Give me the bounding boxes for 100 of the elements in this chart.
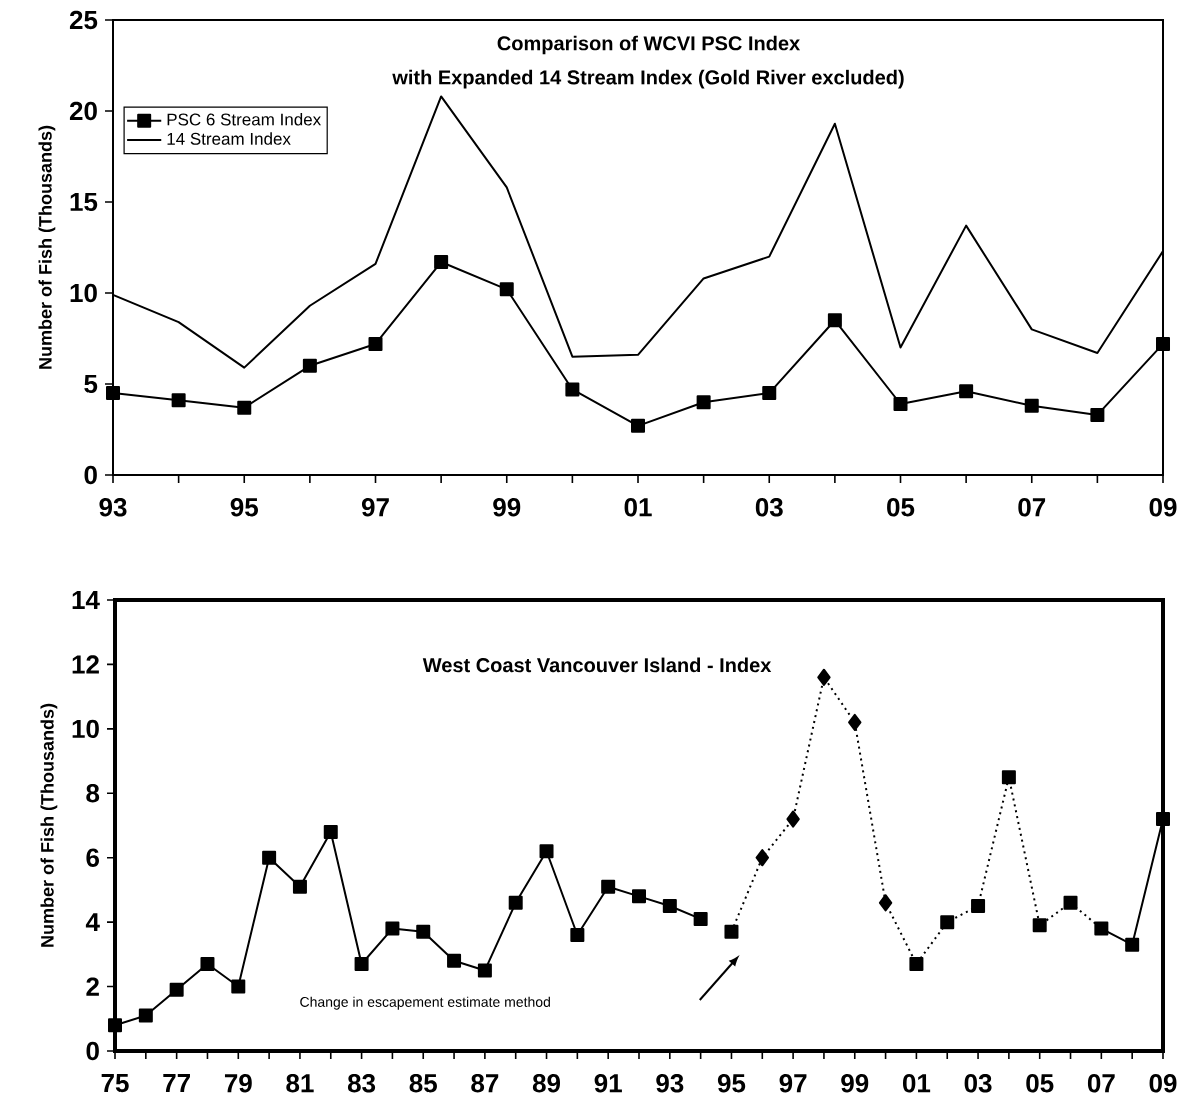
text: with Expanded 14 Stream Index (Gold River excluded) [392, 69, 904, 89]
point [848, 713, 862, 731]
point [323, 824, 338, 839]
point [447, 953, 462, 968]
x-tick-label: 93 [656, 1074, 684, 1093]
point [632, 889, 646, 904]
point [662, 899, 677, 914]
point [1156, 812, 1170, 827]
point [696, 395, 711, 410]
point [893, 397, 908, 411]
point [106, 386, 120, 401]
y-tick-label: 6 [86, 848, 99, 867]
x-tick-label: 79 [224, 1074, 252, 1093]
x-tick-label: 09 [1149, 1074, 1177, 1093]
legend-label: PSC 6 Stream Index [167, 113, 321, 126]
annotation: Change in escapement estimate method [300, 996, 550, 1010]
y-tick-label: 12 [72, 655, 99, 674]
x-tick-label: 01 [902, 1074, 931, 1093]
point [878, 894, 893, 912]
x-tick-label: 99 [493, 498, 521, 517]
y-tick-label: 5 [84, 374, 98, 394]
point [385, 921, 400, 936]
y-axis-title: Number of Fish (Thousands) [40, 703, 58, 947]
point [959, 384, 974, 399]
y-tick-label: 25 [69, 10, 98, 30]
point [302, 358, 317, 373]
x-tick-label: 81 [286, 1074, 314, 1093]
x-tick-label: 03 [964, 1074, 992, 1093]
y-tick-label: 15 [70, 192, 98, 212]
point [1156, 336, 1171, 351]
point [817, 668, 831, 686]
x-tick-label: 83 [347, 1074, 376, 1093]
point [565, 382, 580, 397]
point [940, 915, 955, 930]
x-tick-label: 05 [887, 498, 915, 517]
x-tick-label: 85 [409, 1074, 437, 1093]
x-tick-label: 97 [361, 498, 389, 517]
x-tick-label: 95 [230, 498, 258, 517]
y-tick-label: 8 [86, 784, 100, 803]
point [262, 850, 277, 865]
x-tick-label: 07 [1018, 498, 1046, 517]
point [539, 844, 554, 859]
point [1032, 918, 1047, 933]
y-tick-label: 10 [72, 719, 99, 739]
x-tick-label: 75 [101, 1074, 129, 1093]
y-tick-label: 4 [85, 913, 100, 932]
text: West Coast Vancouver Island - Index [422, 657, 772, 673]
point [693, 911, 708, 926]
point [755, 849, 769, 867]
y-tick-label: 0 [86, 1041, 99, 1061]
point [200, 957, 215, 971]
point [786, 810, 800, 828]
x-tick-label: 89 [532, 1074, 561, 1093]
x-tick-label: 77 [163, 1074, 190, 1092]
point [909, 957, 924, 971]
point [368, 336, 383, 351]
point [477, 963, 492, 978]
point [631, 418, 645, 433]
point [1024, 398, 1039, 413]
point [508, 895, 523, 910]
point [1125, 937, 1140, 952]
x-tick-label: 05 [1026, 1074, 1054, 1093]
point [971, 899, 986, 914]
x-tick-label: 09 [1149, 498, 1177, 517]
x-tick-label: 91 [594, 1074, 622, 1093]
x-tick-label: 03 [755, 498, 783, 517]
point [1094, 921, 1109, 936]
y-tick-label: 0 [84, 465, 97, 485]
text: Comparison of WCVI PSC Index [497, 35, 801, 55]
point [231, 979, 246, 994]
point [169, 982, 184, 997]
point [762, 386, 777, 401]
point [499, 282, 514, 297]
x-tick-label: 97 [779, 1074, 807, 1093]
point [416, 924, 431, 939]
point [570, 928, 585, 943]
point [1001, 770, 1016, 785]
point [108, 1018, 122, 1033]
x-tick-label: 95 [717, 1074, 746, 1093]
y-axis-title: Number of Fish (Thousands) [38, 125, 56, 369]
point [1063, 895, 1078, 910]
point [827, 313, 842, 328]
point [171, 393, 186, 408]
point [292, 879, 307, 894]
point [237, 400, 252, 415]
x-tick-label: 01 [624, 498, 652, 517]
point [138, 1008, 153, 1023]
y-tick-label: 20 [69, 101, 97, 121]
point [601, 879, 616, 894]
x-tick-label: 87 [471, 1074, 499, 1093]
x-tick-label: 07 [1087, 1074, 1115, 1093]
x-tick-label: 93 [99, 498, 127, 517]
legend-label: 14 Stream Index [167, 132, 291, 145]
point [724, 924, 739, 939]
y-tick-label: 14 [72, 591, 100, 609]
point [1090, 407, 1105, 422]
x-tick-label: 99 [841, 1074, 869, 1093]
y-tick-label: 2 [86, 977, 99, 996]
point [354, 957, 369, 971]
point [434, 255, 449, 270]
